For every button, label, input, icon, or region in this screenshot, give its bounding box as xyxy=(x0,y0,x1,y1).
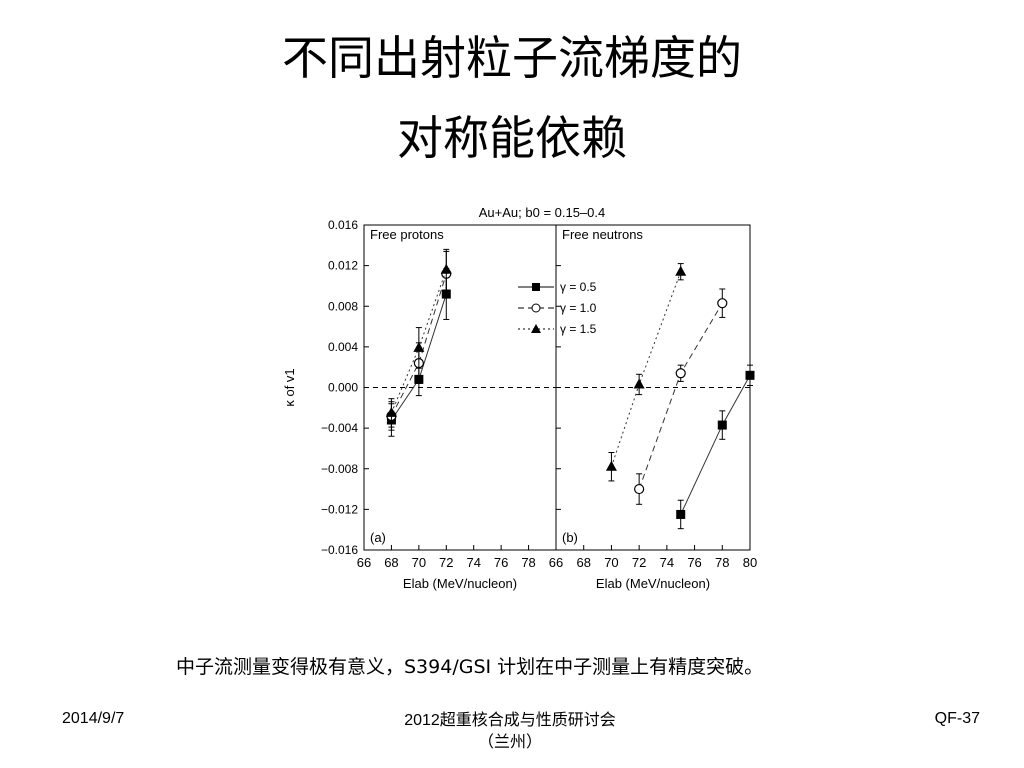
y-tick-label: −0.008 xyxy=(321,462,358,476)
x-axis-label: Elab (MeV/nucleon) xyxy=(596,576,710,591)
x-tick-label: 80 xyxy=(743,555,757,570)
slide-title-line2: 对称能依赖 xyxy=(397,111,627,165)
slide-caption: 中子流测量变得极有意义，S394/GSI 计划在中子测量上有精度突破。 xyxy=(176,656,764,678)
series-line xyxy=(610,271,682,467)
x-tick-label: 74 xyxy=(466,555,480,570)
y-axis-label: κ of v1 xyxy=(282,368,297,406)
data-point-triangle xyxy=(605,460,617,471)
data-point-square xyxy=(745,370,755,380)
y-tick-label: −0.012 xyxy=(321,502,358,516)
y-tick-label: −0.004 xyxy=(321,421,358,435)
data-point-triangle xyxy=(633,378,645,389)
y-tick-label: 0.016 xyxy=(328,218,358,232)
x-tick-label: 72 xyxy=(439,555,453,570)
legend-label: γ = 1.5 xyxy=(560,322,597,336)
data-point-circle xyxy=(675,368,686,379)
data-point-triangle xyxy=(675,265,687,276)
legend-marker-circle xyxy=(531,303,541,313)
chart-marks xyxy=(385,248,755,530)
x-tick-label: 66 xyxy=(549,555,563,570)
series-line xyxy=(638,302,723,490)
figure-title: Au+Au; b0 = 0.15–0.4 xyxy=(479,205,606,220)
panel-label: (a) xyxy=(370,530,386,545)
y-tick-label: 0.004 xyxy=(328,340,358,354)
data-point-circle xyxy=(717,298,728,309)
panel-label: (b) xyxy=(562,530,578,545)
x-tick-label: 78 xyxy=(521,555,535,570)
x-tick-label: 78 xyxy=(715,555,729,570)
footer-date: 2014/9/7 xyxy=(62,710,125,727)
data-point-triangle xyxy=(440,263,452,274)
series-line xyxy=(390,273,447,417)
data-point-triangle xyxy=(413,341,425,352)
chart-legend: γ = 0.5 γ = 1.0 γ = 1.5 xyxy=(518,280,597,336)
y-tick-label: 0.008 xyxy=(328,299,358,313)
panel-title: Free protons xyxy=(370,227,444,242)
x-tick-label: 70 xyxy=(604,555,618,570)
footer-conference-line2: （兰州） xyxy=(477,734,542,751)
x-tick-label: 68 xyxy=(576,555,590,570)
footer-conference: 2012超重核合成与性质研讨会 （兰州） xyxy=(340,710,680,754)
y-tick-label: 0.012 xyxy=(328,259,358,273)
legend-label: γ = 1.0 xyxy=(560,301,597,315)
data-point-triangle xyxy=(385,406,397,417)
series-line xyxy=(680,375,751,515)
data-point-square xyxy=(717,420,727,430)
panel-title: Free neutrons xyxy=(562,227,643,242)
x-tick-label: 76 xyxy=(494,555,508,570)
x-tick-label: 76 xyxy=(687,555,701,570)
footer-conference-line1: 2012超重核合成与性质研讨会 xyxy=(404,712,616,729)
slide-title-line1: 不同出射粒子流梯度的 xyxy=(282,31,742,85)
legend-label: γ = 0.5 xyxy=(560,280,597,294)
flow-gradient-chart: Au+Au; b0 = 0.15–0.4 66 68 70 72 74 76 78 0.016… xyxy=(282,205,757,591)
x-axis-label: Elab (MeV/nucleon) xyxy=(403,576,517,591)
footer-page-number: QF-37 xyxy=(934,710,980,727)
y-tick-label: 0.000 xyxy=(328,381,358,395)
x-tick-label: 70 xyxy=(412,555,426,570)
x-tick-label: 72 xyxy=(632,555,646,570)
legend-marker-square xyxy=(532,283,540,291)
chart-axes: 66 68 70 72 74 76 78 0.016 0.012 0.008 0.004 0.000 −… xyxy=(282,218,757,591)
x-tick-label: 74 xyxy=(660,555,674,570)
data-point-square xyxy=(676,509,686,519)
x-tick-label: 68 xyxy=(384,555,398,570)
legend-marker-triangle xyxy=(531,324,541,333)
data-point-circle xyxy=(634,483,645,495)
y-tick-label: −0.016 xyxy=(321,543,358,557)
x-tick-label: 66 xyxy=(357,555,371,570)
